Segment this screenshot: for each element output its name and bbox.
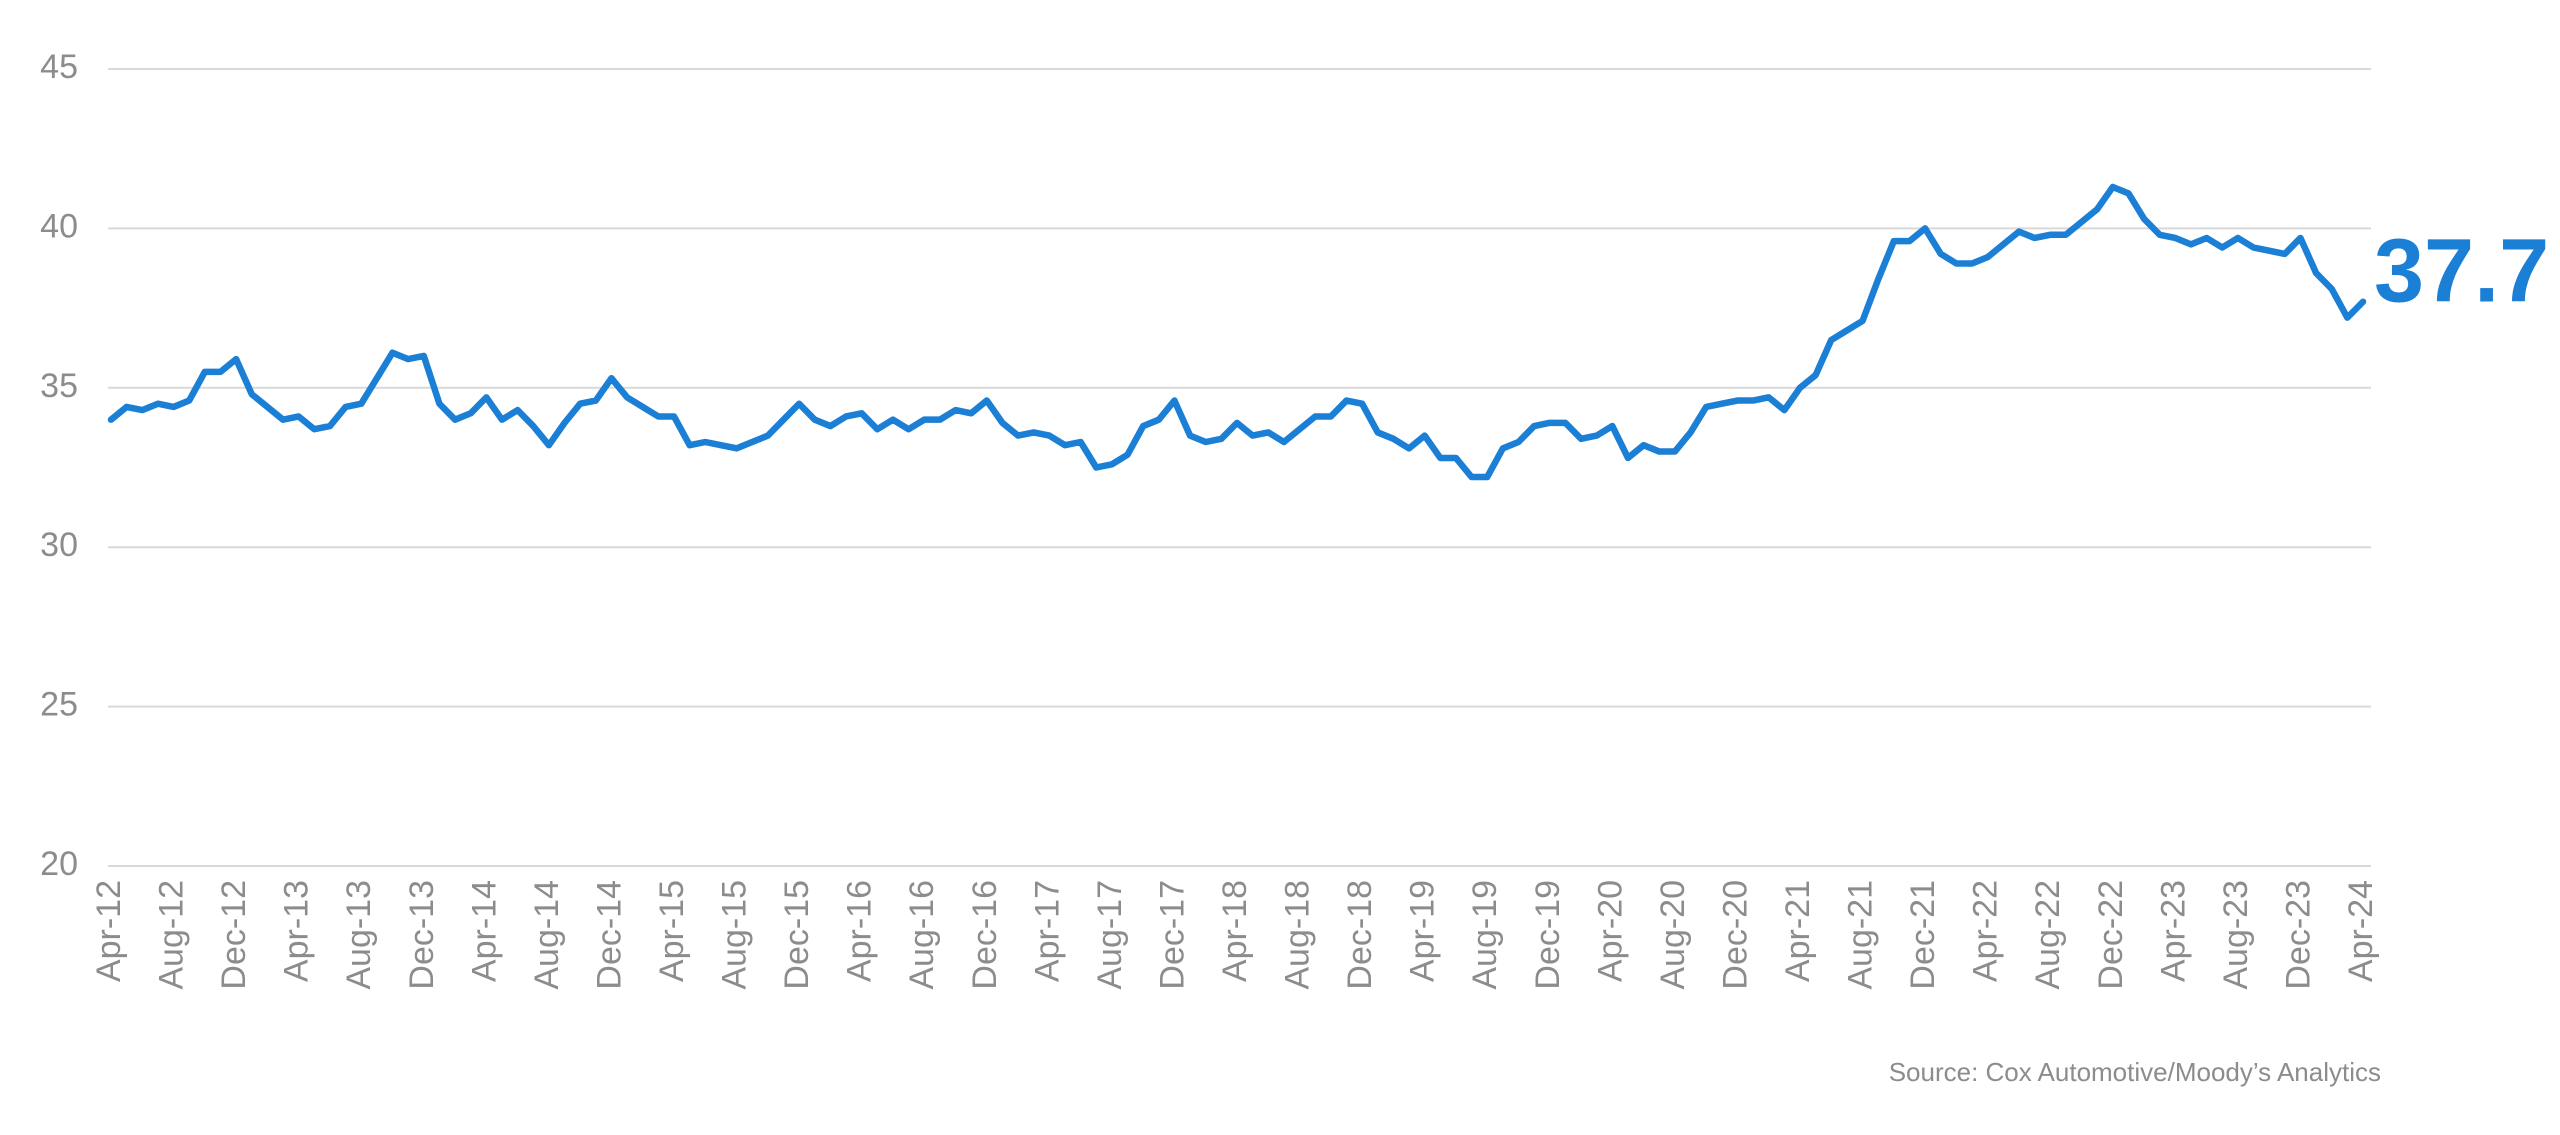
x-tick-label: Dec-14 — [590, 880, 628, 990]
x-tick-label: Aug-19 — [1466, 880, 1504, 990]
x-tick-label: Aug-17 — [1091, 880, 1129, 990]
y-tick-label: 30 — [40, 526, 78, 564]
x-tick-label: Apr-24 — [2342, 880, 2380, 982]
y-tick-label: 25 — [40, 686, 78, 724]
y-tick-label: 35 — [40, 367, 78, 405]
x-tick-label: Apr-22 — [1967, 880, 2005, 982]
last-value-label: 37.7 — [2374, 222, 2549, 322]
x-tick-label: Apr-12 — [90, 880, 128, 982]
x-tick-label: Apr-13 — [278, 880, 316, 982]
y-tick-label: 40 — [40, 207, 78, 245]
x-tick-label: Apr-17 — [1028, 880, 1066, 982]
x-tick-label: Aug-13 — [340, 880, 378, 990]
x-tick-label: Dec-19 — [1529, 880, 1567, 990]
x-tick-label: Aug-16 — [903, 880, 941, 990]
x-tick-label: Dec-17 — [1153, 880, 1191, 990]
x-tick-label: Dec-20 — [1716, 880, 1754, 990]
x-tick-label: Dec-18 — [1341, 880, 1379, 990]
x-tick-label: Aug-12 — [153, 880, 191, 990]
x-tick-label: Aug-20 — [1654, 880, 1692, 990]
x-tick-label: Aug-22 — [2029, 880, 2067, 990]
x-tick-label: Aug-18 — [1279, 880, 1317, 990]
x-tick-label: Aug-15 — [716, 880, 754, 990]
x-tick-label: Dec-21 — [1904, 880, 1942, 990]
x-tick-label: Aug-23 — [2217, 880, 2255, 990]
y-tick-label: 45 — [40, 48, 78, 86]
y-tick-label: 20 — [40, 845, 78, 883]
x-tick-label: Apr-20 — [1591, 880, 1629, 982]
x-tick-label: Dec-12 — [215, 880, 253, 990]
data-line — [107, 183, 2367, 481]
x-tick-label: Aug-21 — [1842, 880, 1880, 990]
source-note: Source: Cox Automotive/Moody’s Analytics — [1889, 1057, 2381, 1087]
x-tick-label: Aug-14 — [528, 880, 566, 990]
x-tick-label: Apr-18 — [1216, 880, 1254, 982]
x-tick-label: Dec-15 — [778, 880, 816, 990]
x-tick-label: Apr-21 — [1779, 880, 1817, 982]
x-tick-label: Dec-16 — [966, 880, 1004, 990]
x-tick-label: Apr-15 — [653, 880, 691, 982]
x-tick-label: Apr-19 — [1404, 880, 1442, 982]
x-tick-label: Apr-14 — [465, 880, 503, 982]
x-tick-label: Dec-13 — [403, 880, 441, 990]
x-tick-label: Dec-23 — [2279, 880, 2317, 990]
x-tick-label: Dec-22 — [2092, 880, 2130, 990]
x-tick-label: Apr-23 — [2154, 880, 2192, 982]
x-tick-label: Apr-16 — [841, 880, 879, 982]
